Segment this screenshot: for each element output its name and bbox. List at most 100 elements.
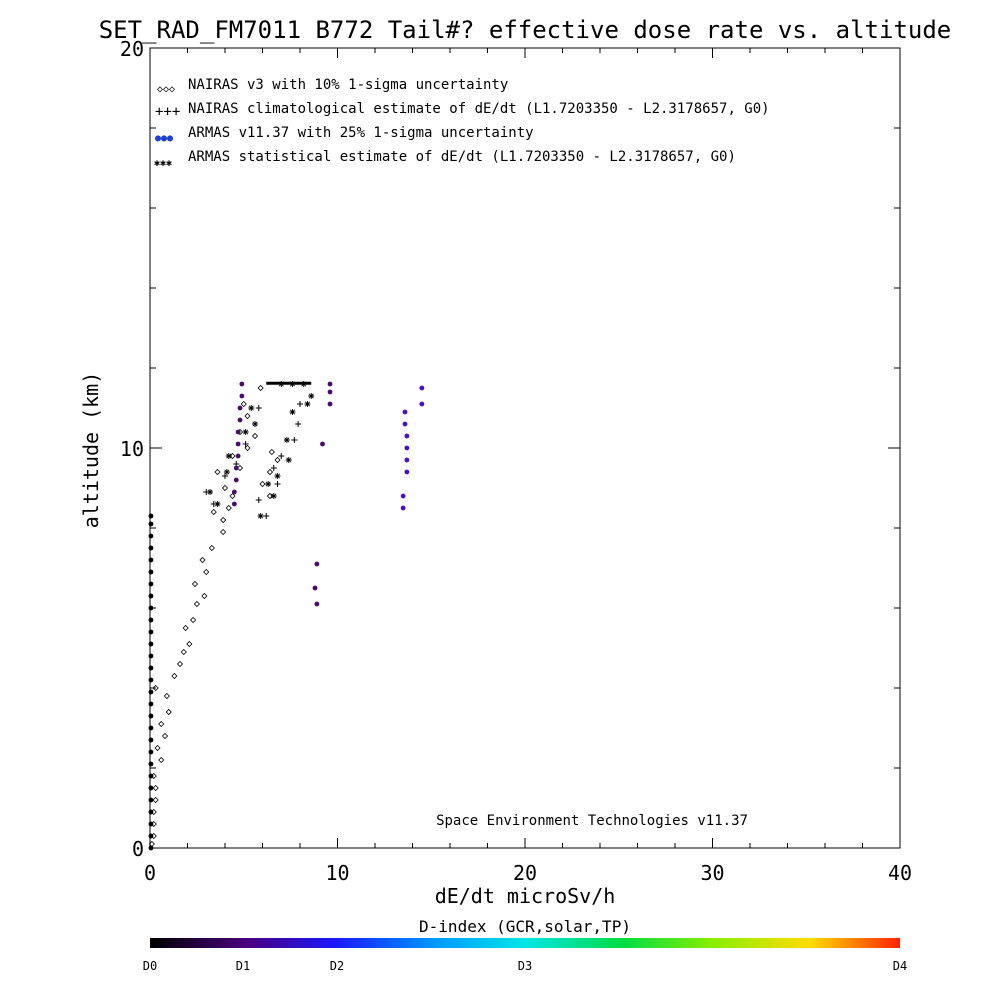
armas-point bbox=[402, 421, 408, 427]
armas-point bbox=[148, 521, 154, 527]
nairas-point bbox=[180, 648, 187, 656]
legend: ◇◇◇ NAIRAS v3 with 10% 1-sigma uncertain… bbox=[154, 77, 770, 169]
nairas-point bbox=[244, 444, 251, 452]
armas-point bbox=[148, 581, 154, 587]
nairas-clim-point bbox=[297, 401, 303, 407]
x-tick-label: 0 bbox=[144, 861, 156, 885]
armas-point bbox=[148, 605, 154, 611]
nairas-point bbox=[268, 448, 275, 456]
armas-point bbox=[148, 701, 154, 707]
nairas-point bbox=[163, 692, 170, 700]
armas-stat-point bbox=[270, 493, 277, 499]
armas-point bbox=[148, 737, 154, 743]
armas-point bbox=[148, 545, 154, 551]
nairas-point bbox=[199, 556, 206, 564]
colorbar-label-d2: D2 bbox=[330, 959, 344, 973]
nairas-point bbox=[158, 720, 165, 728]
nairas-point bbox=[171, 672, 178, 680]
nairas-point bbox=[193, 600, 200, 608]
armas-point bbox=[400, 493, 406, 499]
nairas-point bbox=[208, 544, 215, 552]
armas-stat-point bbox=[289, 409, 296, 415]
armas-stat-point bbox=[274, 473, 281, 479]
axes bbox=[149, 47, 901, 849]
tick-labels: 0 10 20 30 40 0 10 20 bbox=[120, 37, 912, 885]
armas-point bbox=[148, 677, 154, 683]
legend-symbol-nairas-clim: +++ bbox=[155, 104, 180, 120]
armas-point bbox=[327, 401, 333, 407]
armas-point bbox=[404, 457, 410, 463]
armas-point bbox=[320, 441, 325, 447]
armas-point bbox=[239, 381, 245, 387]
nairas-point bbox=[221, 484, 229, 492]
nairas-clim-point bbox=[278, 453, 285, 459]
nairas-point bbox=[240, 400, 247, 408]
armas-point bbox=[327, 389, 333, 395]
legend-symbol-armas: ●●● bbox=[155, 133, 173, 144]
armas-point bbox=[148, 797, 154, 803]
armas-stat-point bbox=[248, 405, 255, 411]
armas-point bbox=[235, 429, 241, 435]
armas-point bbox=[312, 585, 318, 591]
armas-stat-point bbox=[225, 453, 232, 459]
nairas-point bbox=[191, 580, 199, 588]
armas-stat-point bbox=[214, 501, 221, 507]
armas-point bbox=[314, 561, 320, 567]
armas-stat-point bbox=[207, 489, 213, 495]
nairas-point bbox=[251, 432, 259, 440]
armas-point bbox=[148, 593, 154, 599]
legend-label-armas: ARMAS v11.37 with 25% 1-sigma uncertaint… bbox=[188, 125, 534, 141]
legend-label-nairas-clim: NAIRAS climatological estimate of dE/dt … bbox=[188, 101, 770, 117]
armas-point bbox=[148, 533, 154, 539]
armas-point bbox=[419, 385, 425, 391]
colorbar-title: D-index (GCR,solar,TP) bbox=[419, 917, 631, 936]
armas-stat-point bbox=[308, 393, 315, 399]
nairas-clim-point bbox=[263, 513, 270, 519]
nairas-clim-point bbox=[295, 421, 302, 427]
armas-point bbox=[148, 713, 154, 719]
armas-point bbox=[148, 809, 154, 815]
armas-stat-point bbox=[304, 401, 311, 407]
nairas-clim-point bbox=[291, 437, 298, 443]
legend-label-armas-stat: ARMAS statistical estimate of dE/dt (L1.… bbox=[188, 149, 736, 165]
nairas-point bbox=[154, 744, 161, 752]
nairas-clim-point bbox=[274, 481, 281, 487]
annotation-text: Space Environment Technologies v11.37 bbox=[436, 813, 748, 829]
nairas-point bbox=[225, 504, 232, 512]
nairas-point bbox=[257, 384, 264, 392]
y-tick-label: 10 bbox=[120, 437, 144, 461]
armas-point bbox=[231, 489, 237, 495]
armas-stat-point bbox=[242, 429, 249, 435]
armas-point bbox=[404, 445, 410, 451]
nairas-point bbox=[152, 684, 159, 692]
armas-stat-point bbox=[265, 481, 272, 487]
nairas-point bbox=[266, 492, 274, 500]
nairas-point bbox=[220, 516, 227, 524]
armas-point bbox=[148, 773, 154, 779]
armas-point bbox=[148, 725, 154, 731]
armas-stat-point bbox=[252, 421, 258, 427]
armas-point bbox=[148, 557, 154, 563]
nairas-point bbox=[152, 796, 159, 804]
armas-point bbox=[148, 833, 154, 839]
armas-point bbox=[419, 401, 425, 407]
armas-point bbox=[148, 689, 154, 695]
armas-point bbox=[404, 433, 410, 439]
armas-point bbox=[148, 641, 154, 647]
colorbar-label-d0: D0 bbox=[143, 959, 157, 973]
armas-point bbox=[404, 469, 410, 475]
nairas-point bbox=[165, 708, 172, 716]
y-tick-label: 20 bbox=[120, 37, 144, 61]
armas-point bbox=[148, 821, 154, 827]
y-tick-label: 0 bbox=[132, 837, 144, 861]
nairas-point bbox=[274, 456, 281, 464]
nairas-point bbox=[214, 468, 221, 476]
armas-point bbox=[233, 465, 239, 471]
nairas-clim-point bbox=[270, 465, 277, 471]
armas-point bbox=[148, 653, 154, 659]
x-tick-label: 40 bbox=[888, 861, 912, 885]
nairas-point bbox=[161, 732, 169, 740]
armas-point bbox=[148, 629, 154, 635]
nairas-point bbox=[152, 784, 159, 792]
